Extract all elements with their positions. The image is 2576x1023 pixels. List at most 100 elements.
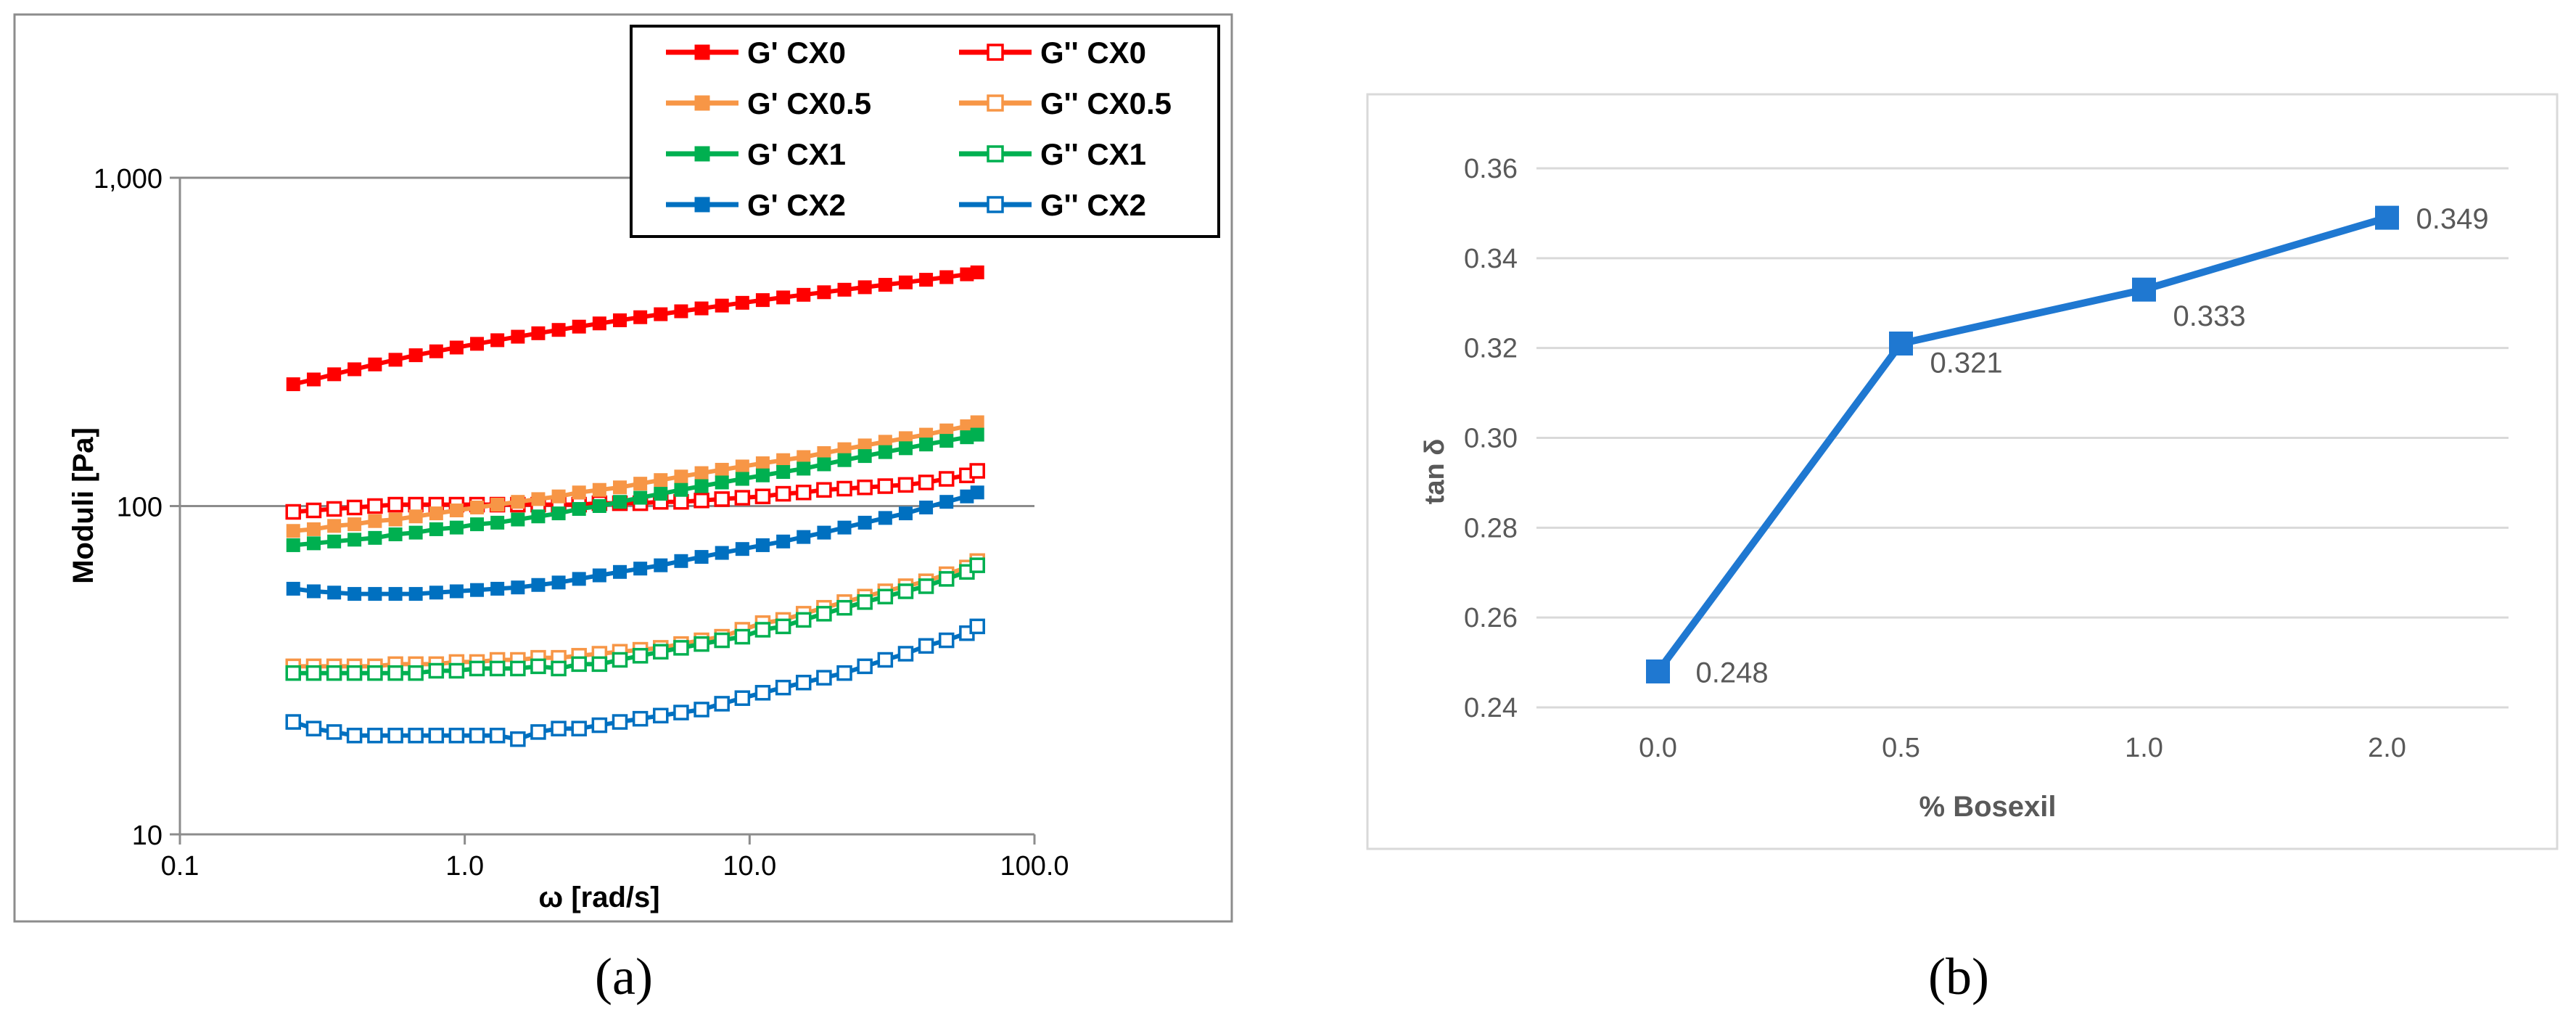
chart-a-point [347, 587, 362, 601]
chart-a-legend-swatch-marker [987, 44, 1004, 61]
chart-a-point [551, 720, 567, 736]
chart-a-point [969, 618, 985, 635]
chart-a-point [674, 469, 688, 484]
chart-a-point [633, 477, 648, 491]
chart-b-point [2375, 205, 2399, 230]
chart-a-point [367, 498, 383, 514]
chart-a-point [654, 307, 668, 321]
chart-a-point [836, 599, 852, 616]
chart-a-point [919, 437, 934, 452]
chart-a-legend-item-g-cx1: G'' CX1 [959, 137, 1146, 171]
chart-a-point [970, 485, 984, 500]
chart-b-data-label: 0.248 [1696, 657, 1769, 689]
chart-a-point [836, 480, 852, 497]
chart-a-point [448, 662, 465, 679]
chart-a-point [674, 482, 688, 497]
chart-a-point [674, 554, 688, 568]
chart-b-y-tick-label: 0.30 [1464, 424, 1518, 454]
chart-a-point [970, 415, 984, 430]
chart-b-series: 0.248 0.321 0.333 0.349 [1646, 203, 2489, 689]
chart-a-point [969, 557, 985, 573]
chart-a-y-tick-label: 10 [132, 821, 162, 851]
chart-a-legend-label: G' CX2 [747, 188, 846, 222]
chart-a-point [857, 658, 873, 675]
chart-a-point [714, 632, 730, 649]
chart-a-point [795, 675, 812, 691]
chart-a-point [714, 696, 730, 712]
chart-a-point [694, 466, 709, 480]
chart-a-point [469, 728, 485, 744]
chart-a-point [633, 490, 648, 505]
chart-a-point [735, 295, 749, 310]
chart-a-point [755, 468, 770, 482]
chart-a-point [878, 511, 892, 525]
chart-a-point [591, 717, 608, 734]
chart-a-x-tick-label: 0.1 [161, 851, 199, 882]
chart-b-x-tick-labels: 0.0 0.5 1.0 2.0 [1639, 733, 2406, 763]
chart-a-point [306, 372, 321, 387]
chart-a-point [715, 462, 729, 477]
chart-a-point [326, 724, 342, 740]
chart-a-point [592, 316, 606, 331]
chart-b-y-tick-label: 0.24 [1464, 693, 1518, 723]
chart-a-point [857, 280, 872, 295]
chart-b-frame [1366, 93, 2559, 850]
chart-a-legend-swatch-marker [694, 44, 710, 60]
chart-a-point [857, 449, 872, 464]
chart-a-point [388, 353, 403, 367]
chart-a-point [286, 538, 300, 552]
chart-a-point [632, 710, 649, 727]
chart-a-y-tick-label: 1,000 [94, 164, 162, 194]
chart-a-series-g-cx2 [286, 485, 984, 601]
chart-a-point [918, 638, 934, 654]
chart-a-point [367, 665, 383, 681]
chart-a-point [510, 660, 526, 677]
chart-b-xlabel: % Bosexil [1919, 791, 2057, 823]
chart-a-point [776, 290, 791, 305]
chart-a-point [754, 488, 771, 504]
chart-b-line [1655, 214, 2388, 674]
chart-b-point [2132, 277, 2156, 302]
chart-b-point [1889, 331, 1913, 356]
chart-a-point [490, 333, 505, 348]
chart-a-point [327, 367, 342, 382]
chart-a-point [970, 427, 984, 442]
chart-a-point [969, 463, 985, 479]
chart-a-point [489, 660, 506, 677]
chart-a-point [877, 478, 894, 494]
chart-a-point [531, 509, 546, 524]
chart-a-point [938, 632, 955, 649]
chart-b-y-tick-label: 0.26 [1464, 603, 1518, 633]
chart-a-point [939, 495, 954, 509]
chart-a-point [797, 450, 811, 464]
chart-a-point [306, 584, 321, 599]
chart-a-point [714, 491, 730, 507]
chart-a-legend-swatch-marker [987, 94, 1004, 112]
chart-a-point [347, 362, 362, 377]
chart-a-point [531, 326, 546, 340]
chart-a-point [470, 583, 485, 597]
chart-a-legend-label: G' CX0 [747, 36, 846, 70]
chart-a-point [878, 445, 892, 459]
chart-a-legend-swatch-marker [694, 197, 710, 213]
chart-b-y-tick-label: 0.28 [1464, 513, 1518, 543]
chart-a-point [592, 482, 606, 497]
chart-a-series-g-cx1 [286, 427, 984, 552]
chart-a-y-tick-labels: 10 100 1,000 [94, 164, 162, 851]
chart-a-point [673, 640, 689, 656]
chart-a-legend-label: G' CX0.5 [747, 86, 871, 120]
chart-a-point [877, 588, 894, 605]
chart-a-point [285, 504, 302, 520]
chart-a-point [449, 503, 464, 517]
chart-a-point [368, 530, 382, 545]
chart-a-series-g-cx0-5 [286, 415, 984, 538]
chart-a-point [306, 536, 321, 551]
chart-a-point [939, 434, 954, 448]
chart-a-point [734, 690, 751, 706]
chart-a-point [511, 512, 525, 527]
chart-a-xlabel: ω [rad/s] [538, 882, 659, 913]
chart-a-point [530, 658, 546, 675]
chart-a-point [816, 606, 832, 622]
chart-a-point [531, 492, 546, 506]
chart-a-point [490, 581, 505, 596]
